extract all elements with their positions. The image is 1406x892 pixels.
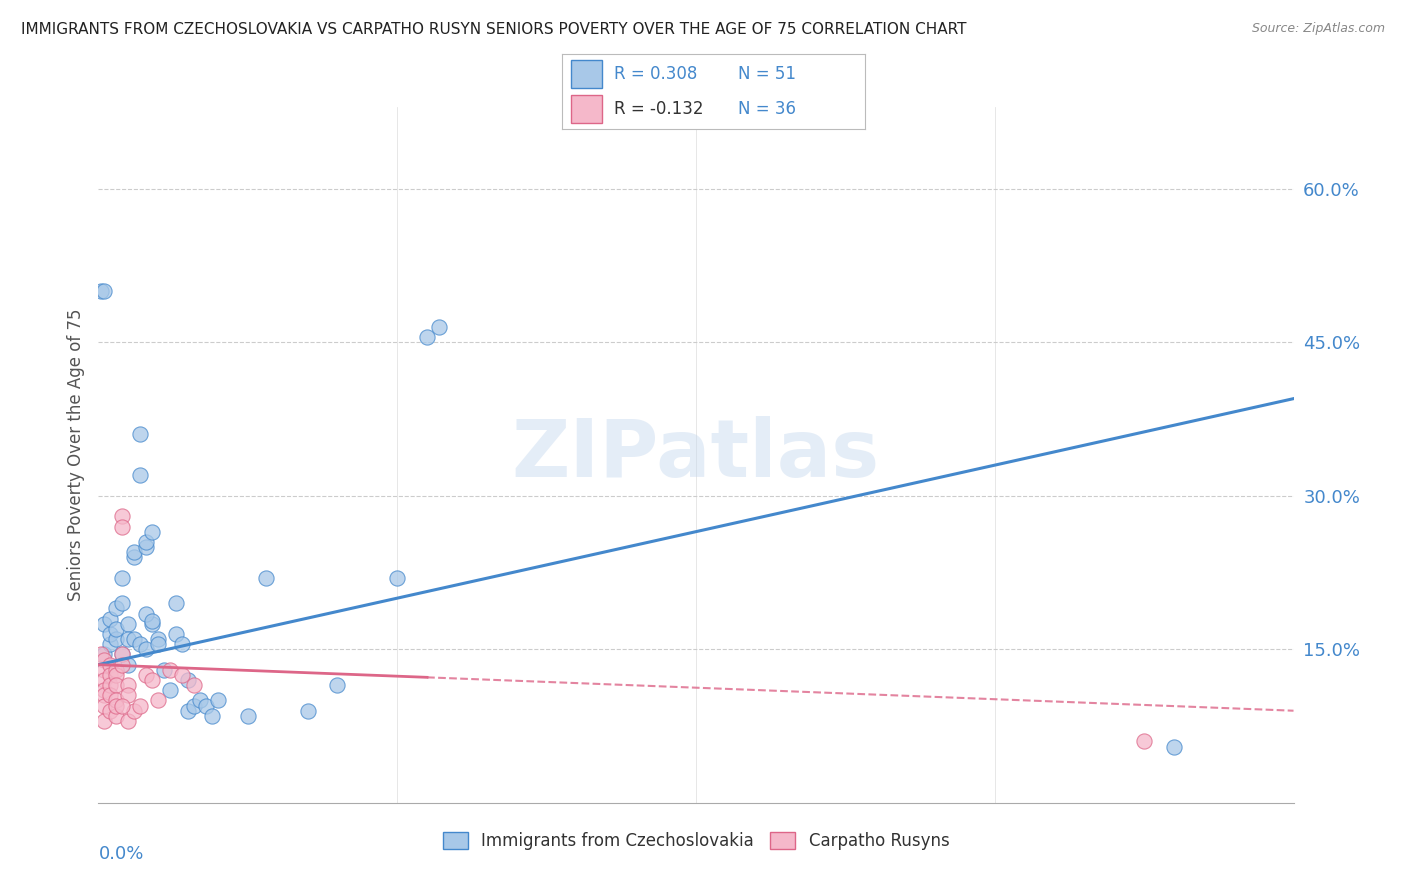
Point (93, 284, 115, 298)
Point (111, 648, 134, 662)
Point (129, 698, 152, 713)
Point (135, 534, 157, 549)
Point (98, 612, 122, 626)
Point (105, 601, 128, 615)
Point (98, 704, 122, 718)
Point (117, 632, 139, 646)
Point (135, 642, 157, 657)
Point (124, 704, 146, 718)
Point (90, 648, 112, 662)
Text: N = 36: N = 36 (738, 100, 796, 118)
Point (105, 693, 128, 707)
Point (165, 627, 187, 641)
Point (254, 571, 277, 585)
Text: 0.0%: 0.0% (98, 845, 143, 863)
Point (124, 632, 146, 646)
Point (1163, 739, 1185, 754)
Point (117, 689, 139, 703)
Point (427, 320, 450, 334)
Point (93, 714, 115, 728)
Point (111, 648, 134, 662)
Point (172, 668, 194, 682)
Point (141, 524, 163, 539)
Point (326, 678, 349, 692)
Point (105, 663, 128, 677)
Point (159, 683, 181, 698)
Text: R = 0.308: R = 0.308 (614, 65, 697, 83)
Point (105, 632, 128, 646)
Point (159, 663, 181, 677)
Point (93, 652, 115, 666)
Point (183, 678, 205, 692)
Point (105, 708, 128, 723)
Point (1133, 734, 1156, 748)
FancyBboxPatch shape (571, 95, 602, 123)
Point (111, 509, 134, 524)
Point (98, 689, 122, 703)
Point (172, 637, 194, 651)
Point (98, 637, 122, 651)
Point (141, 614, 163, 628)
Point (124, 545, 146, 559)
Point (124, 550, 146, 565)
Point (90, 284, 112, 298)
Point (105, 622, 128, 636)
Text: IMMIGRANTS FROM CZECHOSLOVAKIA VS CARPATHO RUSYN SENIORS POVERTY OVER THE AGE OF: IMMIGRANTS FROM CZECHOSLOVAKIA VS CARPAT… (21, 22, 966, 37)
Point (117, 616, 139, 631)
Point (129, 468, 152, 483)
Point (111, 596, 134, 610)
Point (105, 698, 128, 713)
Point (111, 657, 134, 672)
Point (105, 678, 128, 692)
Point (93, 616, 115, 631)
Point (236, 708, 259, 723)
Point (129, 427, 152, 442)
Point (201, 708, 224, 723)
Point (165, 596, 187, 610)
Point (111, 571, 134, 585)
Point (148, 637, 170, 651)
Point (111, 698, 134, 713)
Point (177, 704, 200, 718)
Point (98, 657, 122, 672)
Point (297, 704, 319, 718)
FancyBboxPatch shape (571, 60, 602, 87)
Point (105, 668, 128, 682)
Point (98, 678, 122, 692)
Point (195, 698, 218, 713)
Point (188, 693, 211, 707)
Point (93, 673, 115, 687)
Point (135, 668, 157, 682)
Point (148, 632, 170, 646)
Point (141, 616, 163, 631)
Point (183, 698, 205, 713)
Point (153, 663, 176, 677)
Point (129, 637, 152, 651)
Y-axis label: Seniors Poverty Over the Age of 75: Seniors Poverty Over the Age of 75 (66, 309, 84, 601)
Point (385, 571, 409, 585)
Point (93, 698, 115, 713)
Point (111, 519, 134, 533)
Text: Source: ZipAtlas.com: Source: ZipAtlas.com (1251, 22, 1385, 36)
Point (98, 668, 122, 682)
Point (177, 673, 200, 687)
Point (207, 693, 229, 707)
Legend: Immigrants from Czechoslovakia, Carpatho Rusyns: Immigrants from Czechoslovakia, Carpatho… (436, 826, 956, 857)
Point (416, 330, 439, 344)
Point (93, 663, 115, 677)
Point (141, 673, 163, 687)
Text: ZIPatlas: ZIPatlas (512, 416, 880, 494)
Text: R = -0.132: R = -0.132 (614, 100, 703, 118)
Text: N = 51: N = 51 (738, 65, 796, 83)
Point (117, 657, 139, 672)
Point (93, 648, 115, 662)
Point (93, 683, 115, 698)
Point (98, 627, 122, 641)
Point (135, 540, 157, 554)
Point (93, 689, 115, 703)
Point (117, 678, 139, 692)
Point (148, 693, 170, 707)
Point (117, 714, 139, 728)
Point (135, 607, 157, 621)
